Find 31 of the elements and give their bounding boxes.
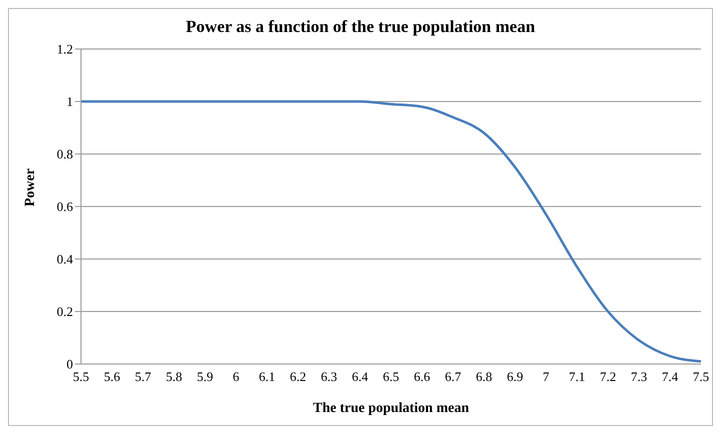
x-tick-label: 6.7 — [444, 369, 462, 384]
x-tick-label: 6.4 — [352, 369, 369, 384]
y-axis-title: Power — [22, 168, 38, 206]
x-tick-label: 7.1 — [568, 369, 586, 384]
x-tick-label: 7.3 — [630, 369, 648, 384]
x-tick-label: 6.8 — [476, 369, 492, 384]
x-tick-label: 6.1 — [258, 369, 276, 384]
x-tick-label: 6.5 — [382, 369, 400, 384]
y-tick-label: 1 — [66, 94, 73, 110]
y-tick-label: 0.2 — [56, 304, 73, 320]
y-tick-label: 0.8 — [56, 146, 73, 162]
x-tick-label: 7.5 — [692, 369, 710, 384]
x-tick-label: 5.8 — [166, 369, 182, 384]
y-tick-label: 0.4 — [56, 252, 74, 267]
x-tick-label: 6 — [232, 369, 240, 384]
chart-title: Power as a function of the true population mean — [184, 17, 536, 37]
x-tick-label: 7 — [542, 369, 550, 384]
x-tick-label: 5.6 — [104, 369, 121, 384]
x-tick-label: 5.9 — [196, 369, 214, 384]
x-tick-label: 6.2 — [290, 369, 306, 384]
x-tick-label: 5.5 — [72, 369, 90, 384]
y-tick-label: 0 — [66, 356, 73, 372]
x-tick-label: 6.9 — [506, 369, 524, 384]
x-tick-label: 5.7 — [134, 369, 152, 384]
x-tick-label: 7.4 — [662, 369, 679, 384]
x-tick-label: 7.2 — [600, 369, 616, 384]
x-tick-label: 6.3 — [320, 369, 338, 384]
x-tick-label: 6.6 — [414, 369, 431, 384]
y-tick-label: 0.6 — [56, 199, 74, 214]
y-tick-label: 1.2 — [56, 42, 73, 57]
x-axis-title: The true population mean — [313, 401, 470, 416]
